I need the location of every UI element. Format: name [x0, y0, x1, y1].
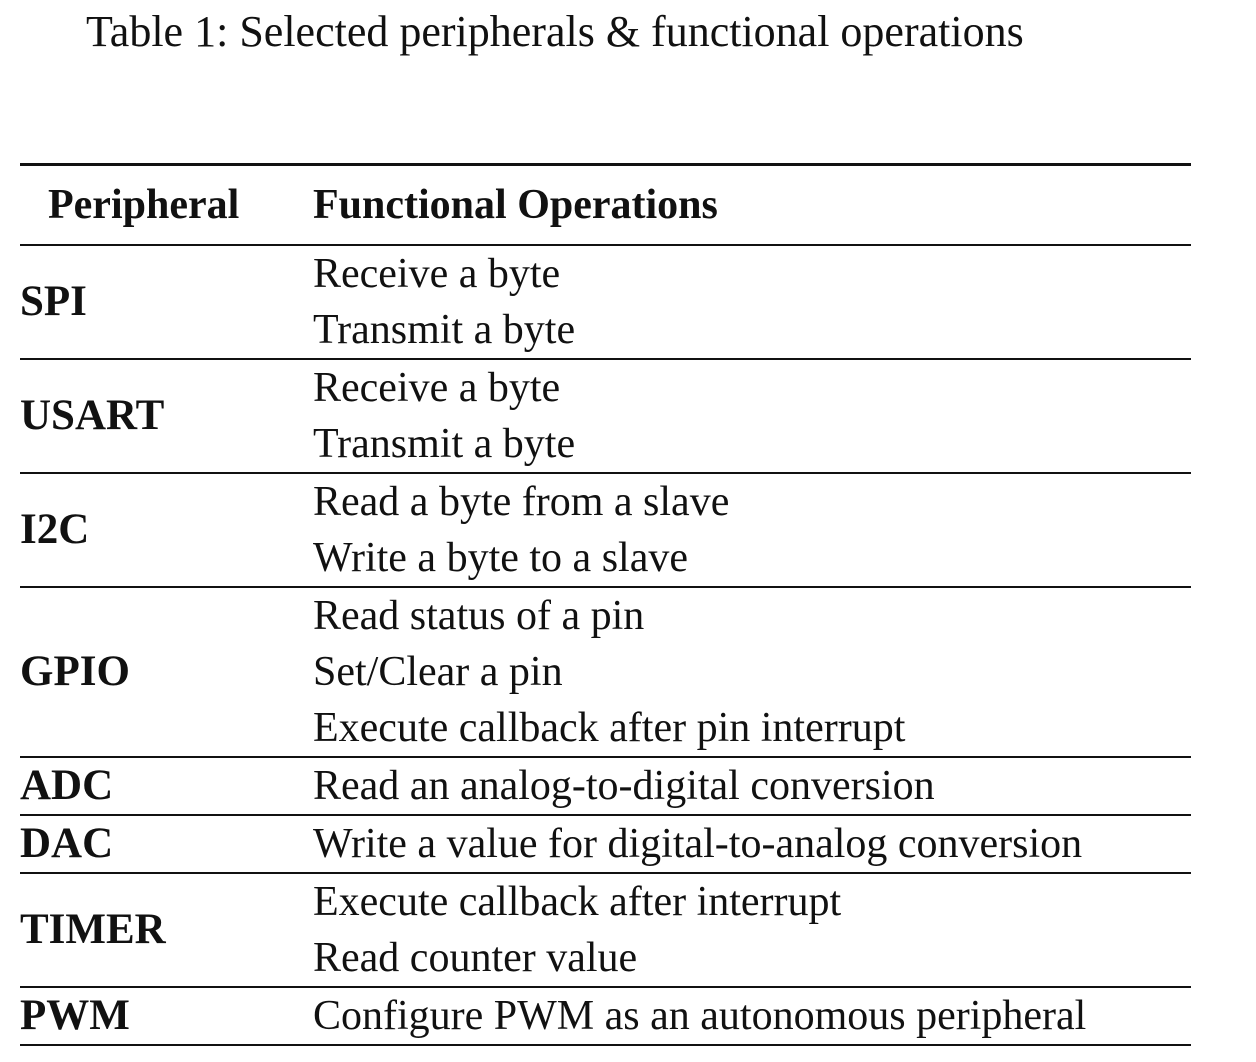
peripheral-cell: SPI: [20, 278, 87, 325]
table-row-adc: ADC Read an analog-to-digital conversion: [20, 758, 1191, 816]
operation-item: Receive a byte: [313, 251, 561, 297]
peripheral-cell: PWM: [20, 992, 130, 1039]
table-row-dac: DAC Write a value for digital-to-analog …: [20, 816, 1191, 874]
header-peripheral: Peripheral: [48, 182, 240, 228]
table-row-spi: SPI Receive a byte Transmit a byte: [20, 246, 1191, 360]
operations-cell: Read an analog-to-digital conversion: [313, 758, 1191, 814]
peripherals-table: Peripheral Functional Operations SPI Rec…: [20, 163, 1191, 1046]
operation-item: Read an analog-to-digital conversion: [313, 763, 935, 809]
table-row-timer: TIMER Execute callback after interrupt R…: [20, 874, 1191, 988]
operation-item: Read a byte from a slave: [313, 479, 730, 525]
peripheral-cell: DAC: [20, 820, 114, 867]
table-header-row: Peripheral Functional Operations: [20, 166, 1191, 246]
table-row-gpio: GPIO Read status of a pin Set/Clear a pi…: [20, 588, 1191, 758]
table-row-usart: USART Receive a byte Transmit a byte: [20, 360, 1191, 474]
operations-cell: Execute callback after interrupt Read co…: [313, 874, 1191, 986]
operation-item: Execute callback after interrupt: [313, 879, 842, 925]
operations-cell: Receive a byte Transmit a byte: [313, 360, 1191, 472]
peripheral-cell: I2C: [20, 506, 90, 553]
operation-item: Read counter value: [313, 935, 638, 981]
operations-cell: Configure PWM as an autonomous periphera…: [313, 988, 1191, 1044]
table-row-i2c: I2C Read a byte from a slave Write a byt…: [20, 474, 1191, 588]
operation-item: Transmit a byte: [313, 307, 576, 353]
peripheral-cell: ADC: [20, 762, 114, 809]
table-caption: Table 1: Selected peripherals & function…: [86, 7, 1024, 56]
operation-item: Write a byte to a slave: [313, 535, 688, 581]
peripheral-cell: GPIO: [20, 648, 130, 695]
header-functional-operations: Functional Operations: [313, 182, 718, 228]
table-top-rule: [20, 163, 1191, 166]
operations-cell: Read a byte from a slave Write a byte to…: [313, 474, 1191, 586]
peripheral-cell: TIMER: [20, 906, 166, 953]
operation-item: Configure PWM as an autonomous periphera…: [313, 993, 1087, 1039]
operations-cell: Write a value for digital-to-analog conv…: [313, 816, 1191, 872]
operation-item: Execute callback after pin interrupt: [313, 705, 906, 751]
operation-item: Receive a byte: [313, 365, 561, 411]
peripheral-cell: USART: [20, 392, 165, 439]
operations-cell: Receive a byte Transmit a byte: [313, 246, 1191, 358]
table-row-pwm: PWM Configure PWM as an autonomous perip…: [20, 988, 1191, 1046]
operation-item: Read status of a pin: [313, 593, 645, 639]
operation-item: Set/Clear a pin: [313, 649, 563, 695]
operation-item: Write a value for digital-to-analog conv…: [313, 821, 1083, 867]
operation-item: Transmit a byte: [313, 421, 576, 467]
operations-cell: Read status of a pin Set/Clear a pin Exe…: [313, 588, 1191, 756]
